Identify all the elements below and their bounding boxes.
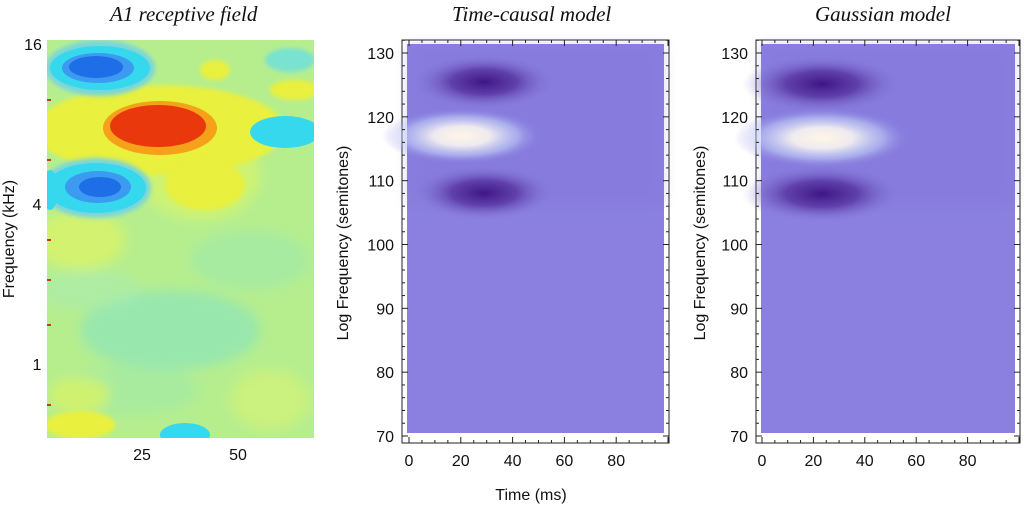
time-causal-negative-lobe-lower bbox=[412, 165, 556, 221]
panel-title-a1: A1 receptive field bbox=[110, 2, 258, 26]
gaussian-ytick-label: 70 bbox=[730, 429, 748, 446]
gaussian-plot-frame bbox=[755, 39, 1021, 444]
a1-ytick-label: 4 bbox=[33, 197, 42, 214]
gaussian-xtick-label: 20 bbox=[805, 453, 823, 470]
a1-left-ticks bbox=[47, 99, 51, 406]
gaussian-xtick-label: 0 bbox=[758, 453, 767, 470]
rf-negative-lobe-lower bbox=[79, 177, 121, 197]
time-causal-xlabel: Time (ms) bbox=[495, 487, 566, 504]
a1-ytick-label: 1 bbox=[33, 357, 42, 374]
panel-title-gaussian: Gaussian model bbox=[815, 2, 951, 26]
time-causal-ylabel: Log Frequency (semitones) bbox=[335, 146, 352, 341]
time-causal-frame-ticks bbox=[402, 39, 669, 443]
gaussian-xtick-label: 40 bbox=[856, 453, 874, 470]
a1-xtick-label: 25 bbox=[133, 447, 151, 464]
time-causal-heatmap bbox=[382, 44, 664, 433]
gaussian-ylabel: Log Frequency (semitones) bbox=[692, 146, 709, 341]
gaussian-ytick-label: 80 bbox=[730, 365, 748, 382]
a1-ytick-label: 16 bbox=[24, 37, 42, 54]
time-causal-negative-lobe-upper bbox=[412, 54, 556, 110]
time-causal-plot-frame bbox=[401, 39, 670, 444]
time-causal-positive-lobe bbox=[382, 108, 542, 164]
gaussian-ytick-label: 100 bbox=[721, 238, 748, 255]
time-causal-panel: 70 80 90 100 110 120 130 0 20 40 60 80 Time (ms) L… bbox=[335, 39, 670, 504]
a1-receptive-field-panel: 16 4 1 25 50 Frequency (kHz) bbox=[1, 37, 314, 464]
rf-negative-lobe-upper bbox=[69, 56, 123, 78]
time-causal-ytick-label: 80 bbox=[376, 365, 394, 382]
gaussian-xtick-label: 60 bbox=[907, 453, 925, 470]
gaussian-positive-lobe bbox=[734, 108, 910, 168]
a1-heatmap bbox=[47, 40, 314, 438]
gaussian-ytick-label: 120 bbox=[721, 110, 748, 127]
time-causal-xticks: 0 20 40 60 80 bbox=[405, 453, 626, 470]
time-causal-xtick-label: 60 bbox=[556, 453, 574, 470]
a1-xtick-label: 50 bbox=[229, 447, 247, 464]
time-causal-xtick-label: 0 bbox=[405, 453, 414, 470]
gaussian-frame-ticks bbox=[756, 39, 1020, 443]
time-causal-ytick-label: 90 bbox=[376, 301, 394, 318]
gaussian-xtick-label: 80 bbox=[959, 453, 977, 470]
gaussian-negative-lobe-lower bbox=[742, 165, 902, 223]
gaussian-xticks: 0 20 40 60 80 bbox=[758, 453, 977, 470]
gaussian-negative-lobe-upper bbox=[742, 55, 902, 113]
time-causal-yticks: 70 80 90 100 110 120 130 bbox=[367, 46, 394, 446]
time-causal-xtick-label: 20 bbox=[452, 453, 470, 470]
a1-ylabel: Frequency (kHz) bbox=[1, 180, 18, 298]
gaussian-yticks: 70 80 90 100 110 120 130 bbox=[721, 46, 748, 446]
gaussian-ytick-label: 90 bbox=[730, 301, 748, 318]
time-causal-xtick-label: 80 bbox=[607, 453, 625, 470]
gaussian-ytick-label: 110 bbox=[722, 174, 748, 191]
time-causal-ytick-label: 120 bbox=[367, 110, 394, 127]
gaussian-heatmap bbox=[734, 44, 1015, 433]
time-causal-ytick-label: 100 bbox=[367, 238, 394, 255]
time-causal-ytick-label: 130 bbox=[367, 46, 394, 63]
time-causal-ytick-label: 70 bbox=[376, 429, 394, 446]
time-causal-xtick-label: 40 bbox=[504, 453, 522, 470]
panel-title-time-causal: Time-causal model bbox=[452, 2, 612, 26]
time-causal-ytick-label: 110 bbox=[368, 174, 394, 191]
gaussian-panel: 70 80 90 100 110 120 130 0 20 40 60 80 Log Frequen… bbox=[692, 39, 1021, 470]
gaussian-ytick-label: 130 bbox=[721, 46, 748, 63]
